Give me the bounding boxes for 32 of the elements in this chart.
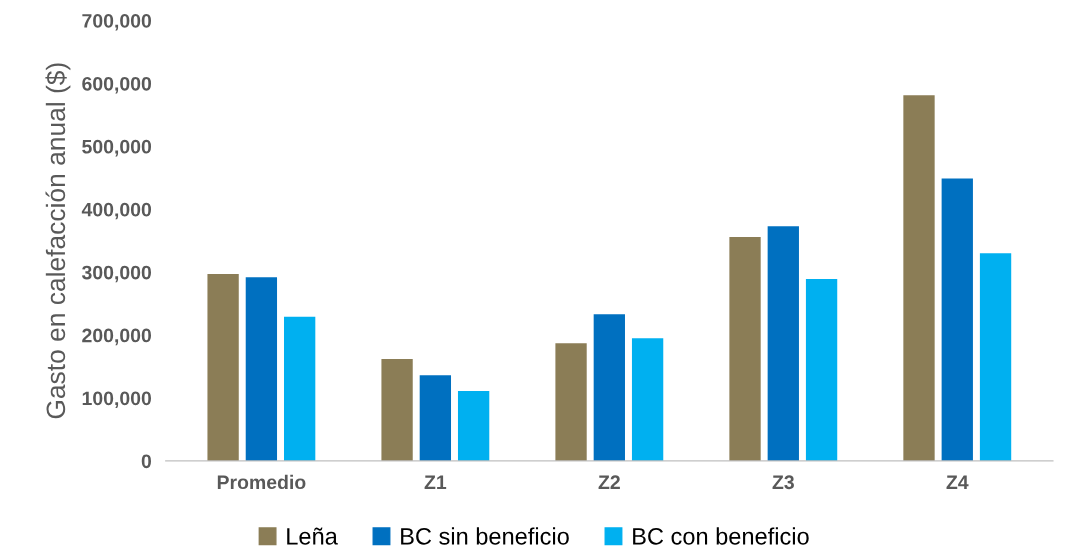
y-tick-label: 700,000 (82, 13, 152, 31)
y-tick-label: 500,000 (82, 139, 152, 157)
y-tick-label: 400,000 (81, 202, 152, 220)
bar (805, 279, 838, 461)
bar (593, 314, 625, 461)
y-tick-label: 300,000 (81, 265, 152, 283)
bar (457, 391, 490, 461)
y-tick-label: 200,000 (82, 328, 152, 346)
y-tick-label: 600,000 (82, 76, 152, 94)
x-tick-label: Z3 (772, 475, 794, 490)
x-tick-label: Promedio (217, 474, 306, 490)
bar (419, 375, 452, 461)
y-tick-label: 0 (141, 454, 152, 469)
x-tick-label: Z1 (424, 475, 447, 489)
y-tick-label: 100,000 (82, 391, 152, 409)
bar (381, 359, 413, 461)
bar (245, 277, 278, 461)
legend-label: BC con beneficio (633, 527, 809, 545)
bar (284, 316, 316, 461)
bar (729, 236, 761, 461)
bar (903, 95, 935, 461)
x-tick-label: Z4 (946, 475, 969, 489)
bar (631, 338, 664, 461)
legend-label: BC sin beneficio (401, 527, 569, 545)
bar (207, 274, 239, 461)
bar (767, 226, 799, 461)
x-tick-label: Z2 (598, 475, 620, 489)
y-axis-title: Gasto en calefacción anual ($) (45, 63, 71, 419)
legend-label: Leña (287, 527, 338, 545)
bar (979, 253, 1012, 461)
bar (941, 178, 973, 461)
bar (555, 343, 587, 461)
